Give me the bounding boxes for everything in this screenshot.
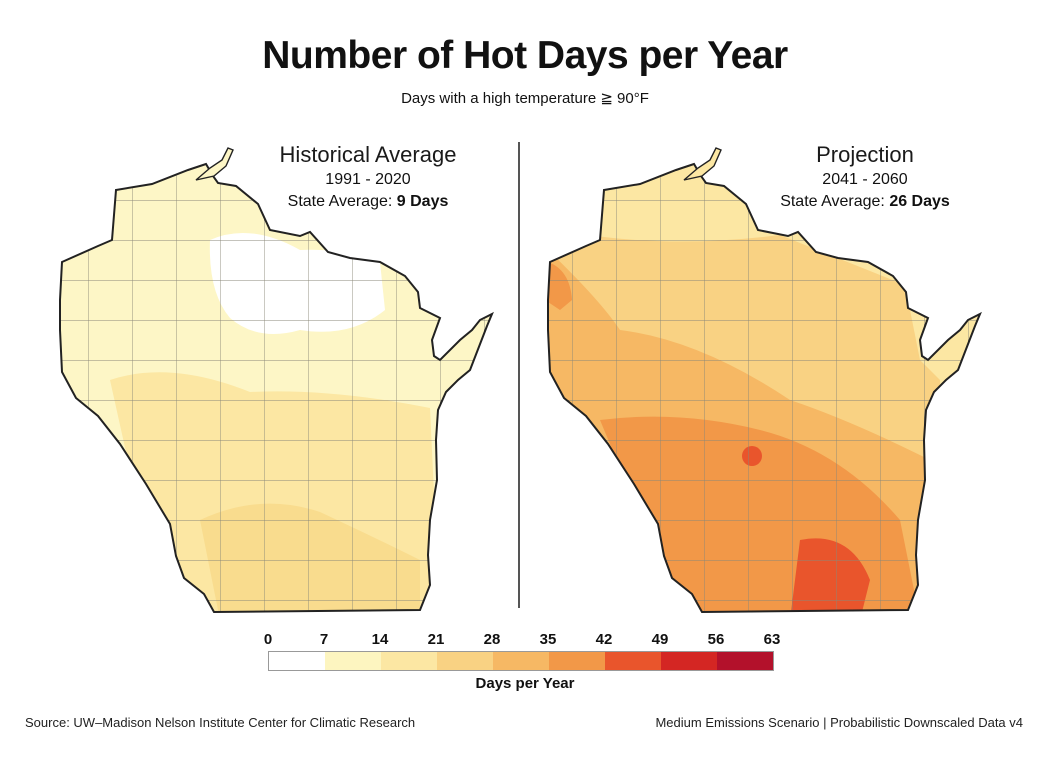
legend-title: Days per Year [475,675,575,692]
chart-title: Number of Hot Days per Year [262,34,788,77]
historical-avg-value: 9 Days [396,193,449,210]
historical-panel-header: Historical Average 1991 - 2020 State Ave… [218,142,518,213]
projection-state-average: State Average: 26 Days [715,191,1015,213]
historical-avg-label: State Average: [287,193,397,210]
legend-swatch-1 [325,652,381,670]
projection-title: Projection [816,142,914,167]
projection-panel-header: Projection 2041 - 2060 State Average: 26… [715,142,1015,213]
legend-color-bar [268,651,774,671]
legend-tick: 0 [263,631,273,648]
panel-divider [518,142,520,608]
legend-swatch-3 [437,652,493,670]
legend-tick: 42 [595,631,613,648]
scenario-note: Medium Emissions Scenario | Probabilisti… [655,715,1023,730]
historical-map [59,147,493,613]
legend-swatch-8 [717,652,773,670]
projection-avg-label: State Average: [780,193,890,210]
legend-tick: 56 [707,631,725,648]
source-credit: Source: UW–Madison Nelson Institute Cent… [25,715,416,730]
historical-title: Historical Average [279,142,457,167]
legend-swatch-6 [605,652,661,670]
legend-tick: 35 [539,631,557,648]
chart-subtitle: Days with a high temperature ≧ 90°F [401,90,649,107]
projection-years: 2041 - 2060 [822,171,908,188]
legend-tick: 49 [651,631,669,648]
projection-avg-value: 26 Days [889,193,950,210]
projection-apostle-islands [683,147,722,181]
projection-county-lines [548,164,980,612]
legend-tick: 63 [763,631,781,648]
historical-apostle-islands [195,147,234,181]
legend-swatch-0 [269,652,325,670]
legend-swatch-4 [493,652,549,670]
historical-years: 1991 - 2020 [325,171,411,188]
legend-tick: 7 [319,631,329,648]
historical-state-average: State Average: 9 Days [218,191,518,213]
legend-swatch-7 [661,652,717,670]
legend-ticks: 0 7 14 21 28 35 42 49 56 63 [0,631,1050,651]
legend-swatch-5 [549,652,605,670]
historical-county-lines [60,164,492,612]
legend-tick: 21 [427,631,445,648]
legend-tick: 14 [371,631,389,648]
legend-tick: 28 [483,631,501,648]
projection-map [547,147,981,613]
legend-swatch-2 [381,652,437,670]
